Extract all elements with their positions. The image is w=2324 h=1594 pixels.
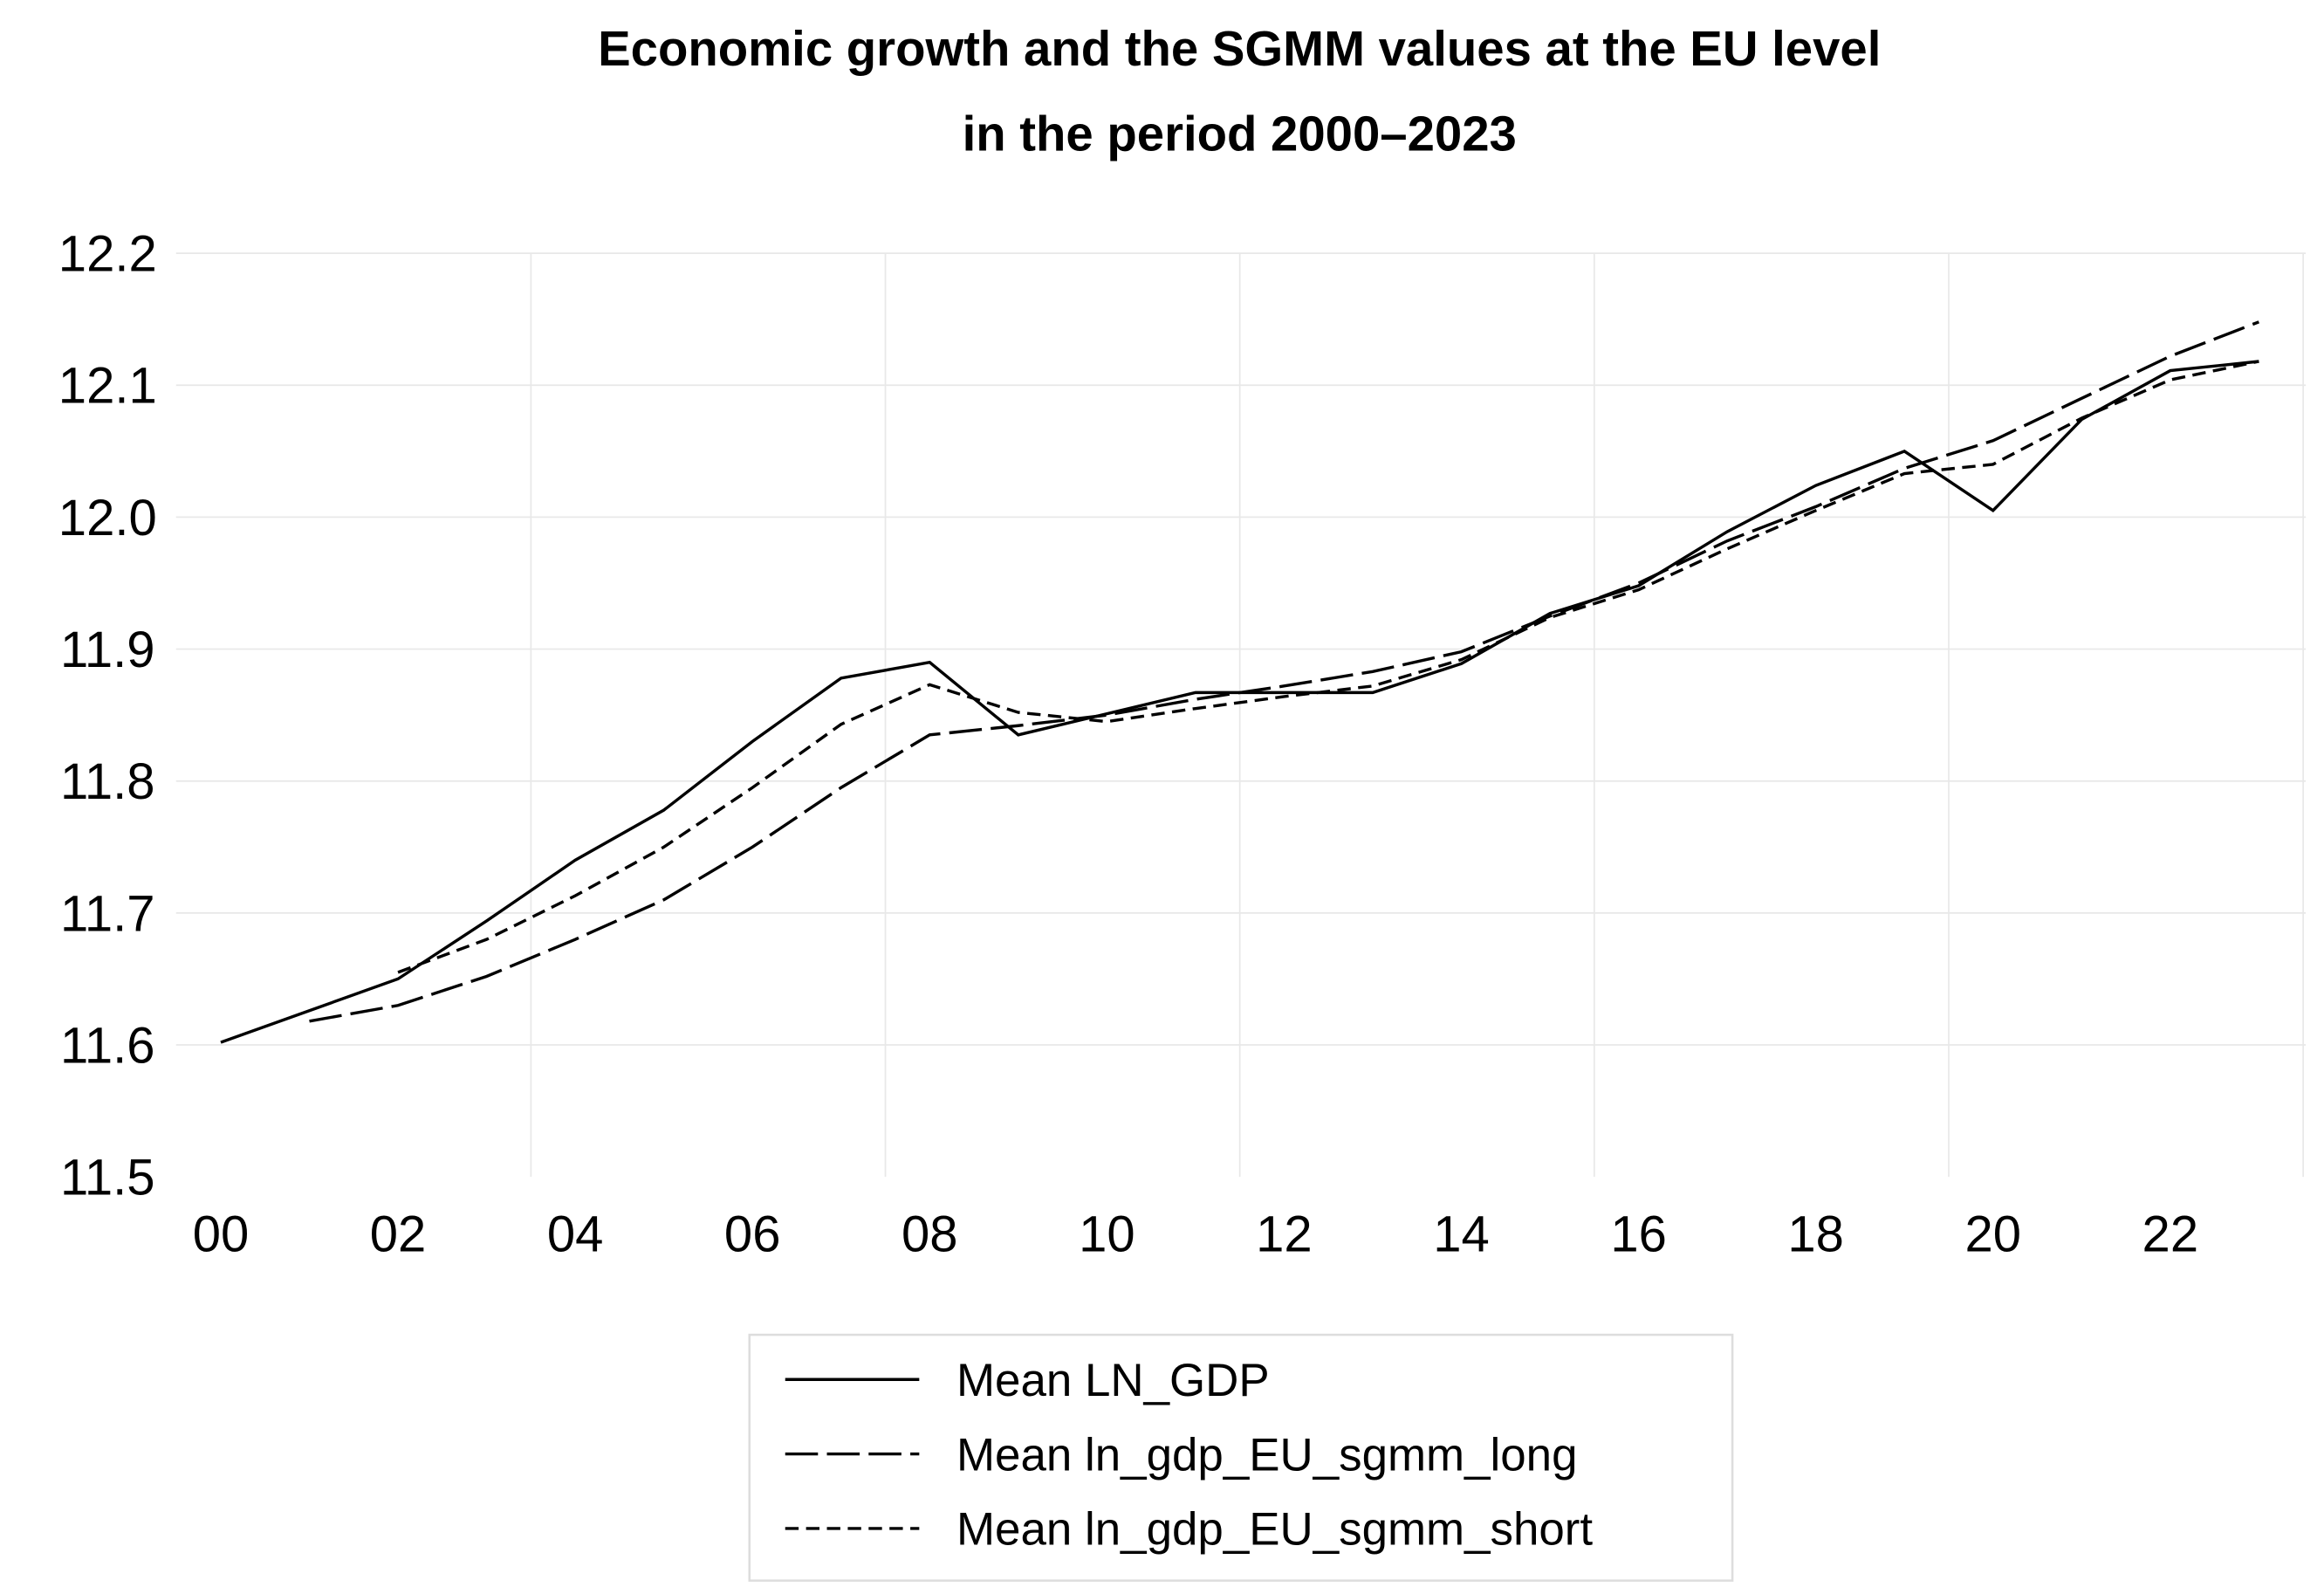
legend-label: Mean ln_gdp_EU_sgmm_short — [956, 1504, 1593, 1556]
x-tick-label: 22 — [2142, 1206, 2199, 1262]
y-tick-label: 12.1 — [58, 358, 157, 415]
y-tick-label: 11.7 — [60, 885, 155, 942]
x-tick-label: 14 — [1433, 1206, 1490, 1262]
series-line-1 — [309, 320, 2259, 1023]
x-tick-label: 02 — [370, 1206, 427, 1262]
gridlines — [175, 252, 2307, 1178]
x-tick-label: 20 — [1964, 1206, 2021, 1262]
x-tick-label: 06 — [724, 1206, 781, 1262]
y-tick-label: 11.8 — [60, 753, 155, 810]
chart-title: Economic growth and the SGMM values at t… — [598, 21, 1881, 76]
x-tick-label: 04 — [547, 1206, 604, 1262]
chart-subtitle: in the period 2000–2023 — [963, 106, 1517, 161]
legend-label: Mean ln_gdp_EU_sgmm_long — [956, 1429, 1578, 1481]
x-tick-label: 18 — [1787, 1206, 1844, 1262]
x-tick-label: 10 — [1079, 1206, 1135, 1262]
y-tick-label: 11.6 — [60, 1017, 155, 1074]
legend-label: Mean LN_GDP — [956, 1355, 1270, 1406]
series-line-2 — [397, 360, 2259, 974]
x-tick-label: 12 — [1256, 1206, 1313, 1262]
series-lines — [220, 320, 2259, 1044]
legend: Mean LN_GDP Mean ln_gdp_EU_sgmm_long Mean … — [748, 1333, 1734, 1582]
y-tick-label: 12.0 — [58, 490, 157, 546]
x-tick-label: 00 — [193, 1206, 250, 1262]
x-tick-label: 16 — [1610, 1206, 1667, 1262]
y-tick-label: 12.2 — [58, 226, 157, 283]
y-tick-label: 11.5 — [60, 1150, 155, 1206]
x-axis: 00 02 04 06 08 10 12 14 16 18 20 22 — [193, 1206, 2198, 1262]
y-axis: 11.5 11.6 11.7 11.8 11.9 12.0 12.1 12.2 — [58, 226, 157, 1206]
x-tick-label: 08 — [901, 1206, 958, 1262]
y-tick-label: 11.9 — [60, 622, 155, 678]
